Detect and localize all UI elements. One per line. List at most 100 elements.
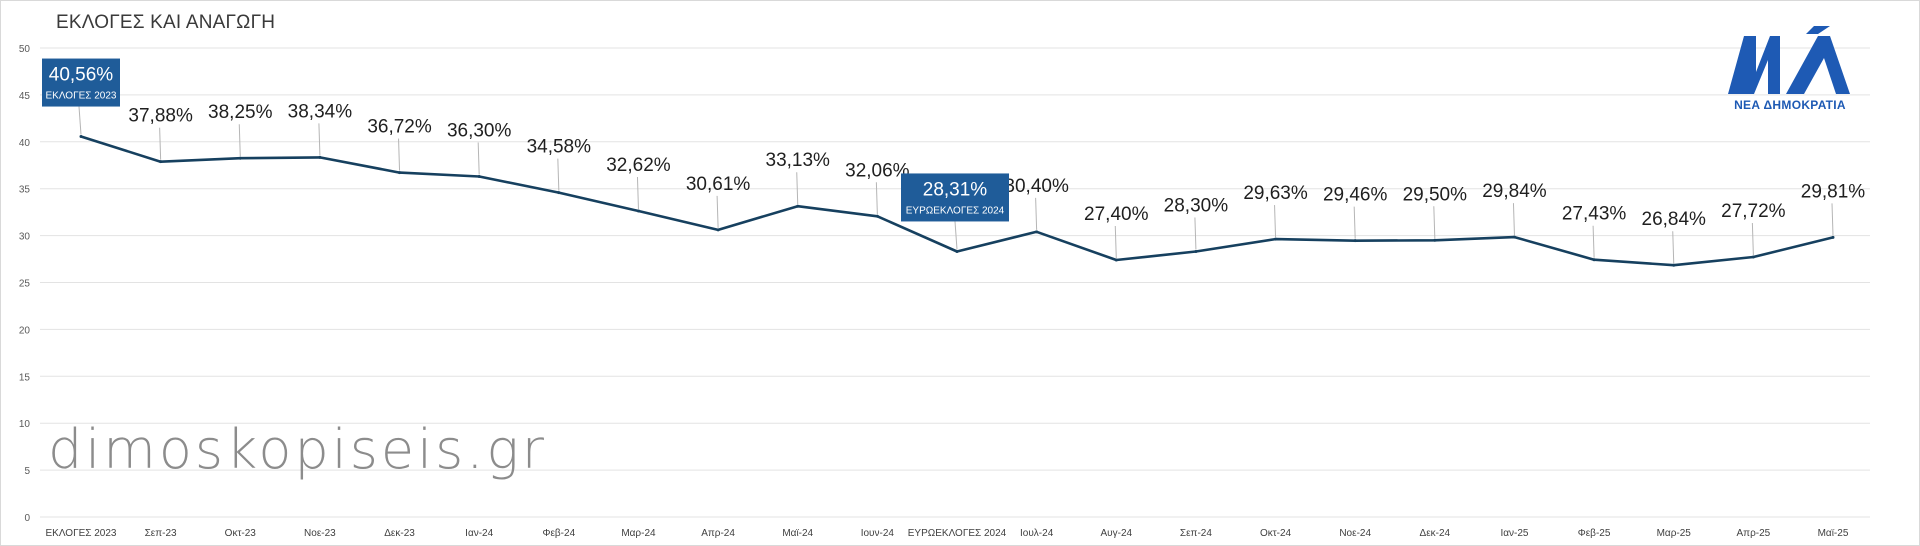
data-label: 29,63% xyxy=(1243,183,1308,204)
data-label: 32,06% xyxy=(845,160,910,181)
data-point xyxy=(1831,235,1835,239)
x-tick-label: Φεβ-25 xyxy=(1578,528,1611,539)
data-point xyxy=(318,155,322,159)
data-label: 32,62% xyxy=(606,155,671,176)
leader-line xyxy=(1592,225,1595,258)
x-tick-label: Οκτ-23 xyxy=(225,528,257,539)
x-tick-label: Μαϊ-25 xyxy=(1818,528,1849,539)
data-point xyxy=(796,204,800,208)
data-point xyxy=(79,135,83,139)
x-tick-label: Δεκ-24 xyxy=(1420,528,1451,539)
leader-line xyxy=(78,106,82,135)
data-point xyxy=(159,160,163,164)
data-point xyxy=(1114,258,1118,262)
leader-line xyxy=(875,182,878,215)
y-tick-label: 20 xyxy=(19,325,31,336)
y-tick-label: 10 xyxy=(19,419,31,430)
leader-line xyxy=(1274,205,1277,238)
leader-line xyxy=(318,123,321,156)
data-point xyxy=(1274,237,1278,241)
x-tick-label: Μαρ-24 xyxy=(621,528,656,539)
leader-line xyxy=(796,172,799,205)
x-tick-label: Ιαν-25 xyxy=(1500,528,1528,539)
leader-line xyxy=(636,177,639,210)
x-tick-label: ΕΚΛΟΓΕΣ 2023 xyxy=(46,528,117,539)
nd-logo-icon: ΝΔ xyxy=(1728,26,1850,94)
y-tick-label: 0 xyxy=(24,513,30,524)
data-point xyxy=(557,191,561,195)
highlight-box xyxy=(901,173,1009,222)
leader-line xyxy=(1751,222,1754,256)
x-tick-label: Σεπ-23 xyxy=(145,528,177,539)
x-tick-label: Δεκ-23 xyxy=(384,528,415,539)
highlight-label: ΕΥΡΩΕΚΛΟΓΕΣ 2024 xyxy=(906,205,1005,216)
x-tick-label: Μαϊ-24 xyxy=(782,528,813,539)
leader-line xyxy=(1433,206,1436,239)
leader-line xyxy=(1672,231,1675,264)
x-tick-label: Νοε-24 xyxy=(1339,528,1371,539)
data-point xyxy=(1035,230,1039,234)
data-label: 37,88% xyxy=(128,106,193,127)
data-point xyxy=(1751,255,1755,259)
leader-line xyxy=(557,158,560,191)
highlight-label: ΕΚΛΟΓΕΣ 2023 xyxy=(46,91,117,102)
watermark: dimoskopiseis.gr xyxy=(48,418,547,481)
data-point xyxy=(477,175,481,179)
x-tick-label: Νοε-23 xyxy=(304,528,336,539)
leader-line xyxy=(716,195,719,228)
data-label: 26,84% xyxy=(1642,209,1707,230)
data-label: 27,40% xyxy=(1084,204,1149,225)
highlight-value: 28,31% xyxy=(923,179,988,200)
data-point xyxy=(1194,250,1198,254)
leader-line xyxy=(1831,203,1834,236)
data-label: 30,61% xyxy=(686,174,751,195)
data-label: 33,13% xyxy=(766,150,831,171)
y-tick-label: 35 xyxy=(19,185,31,196)
x-tick-label: Σεπ-24 xyxy=(1180,528,1212,539)
data-label: 30,40% xyxy=(1004,176,1069,197)
leader-line xyxy=(159,127,162,160)
data-label: 29,84% xyxy=(1482,181,1547,202)
x-tick-label: Ιαν-24 xyxy=(465,528,493,539)
data-point xyxy=(875,214,879,218)
data-point xyxy=(1353,239,1357,243)
data-label: 36,30% xyxy=(447,121,512,142)
data-label: 34,58% xyxy=(527,137,592,158)
x-tick-label: Οκτ-24 xyxy=(1260,528,1292,539)
data-label: 29,81% xyxy=(1801,181,1866,202)
x-tick-label: Αυγ-24 xyxy=(1100,528,1132,539)
x-tick-label: Ιουλ-24 xyxy=(1020,528,1054,539)
y-tick-label: 15 xyxy=(19,372,31,383)
leader-line xyxy=(1114,225,1117,259)
data-label: 29,50% xyxy=(1403,184,1468,205)
x-tick-label: ΕΥΡΩΕΚΛΟΓΕΣ 2024 xyxy=(908,528,1007,539)
y-tick-label: 50 xyxy=(19,44,31,55)
leader-line xyxy=(477,142,480,175)
data-point xyxy=(1512,235,1516,239)
y-tick-label: 45 xyxy=(19,91,31,102)
data-point xyxy=(716,228,720,232)
y-tick-label: 25 xyxy=(19,279,31,290)
leader-line xyxy=(238,124,241,157)
data-point xyxy=(1433,238,1437,242)
leader-line xyxy=(954,221,958,250)
x-tick-label: Απρ-25 xyxy=(1737,528,1771,539)
data-label: 29,46% xyxy=(1323,185,1388,206)
data-label: 27,43% xyxy=(1562,204,1627,225)
highlight-value: 40,56% xyxy=(49,65,114,86)
y-tick-label: 40 xyxy=(19,138,31,149)
y-tick-label: 5 xyxy=(24,466,30,477)
data-point xyxy=(1672,263,1676,267)
data-label: 38,25% xyxy=(208,102,273,123)
data-label: 28,30% xyxy=(1164,196,1229,217)
data-label: 27,72% xyxy=(1721,201,1786,222)
data-point xyxy=(398,171,402,175)
logo-caption: ΝΕΑ ΔΗΜΟΚΡΑΤΙΑ xyxy=(1734,98,1846,112)
leader-line xyxy=(1035,197,1038,230)
data-label: 38,34% xyxy=(288,101,353,122)
data-point xyxy=(955,249,959,253)
x-tick-label: Απρ-24 xyxy=(701,528,735,539)
leader-line xyxy=(1194,217,1197,250)
leader-line xyxy=(398,138,401,171)
